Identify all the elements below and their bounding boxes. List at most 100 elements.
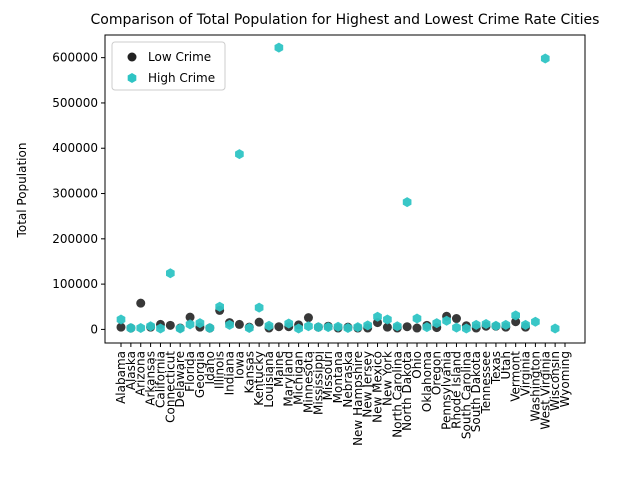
- data-point: [136, 323, 146, 334]
- data-point: [165, 320, 175, 330]
- y-axis: 0 100000 200000 300000 400000 500000 600000: [52, 51, 105, 336]
- x-tick-label: Iowa: [232, 351, 246, 379]
- x-tick-label: Virginia: [519, 351, 533, 396]
- data-point: [353, 322, 363, 333]
- x-axis: AlabamaAlaskaArizonaArkansasCaliforniaCo…: [114, 343, 572, 446]
- data-point: [471, 319, 481, 330]
- data-point: [481, 318, 491, 329]
- x-tick-label: New York: [380, 351, 394, 406]
- data-point: [294, 323, 303, 334]
- data-point: [314, 322, 323, 333]
- x-tick-label: New Mexico: [371, 351, 385, 423]
- x-tick-label: Vermont: [509, 351, 523, 402]
- data-point: [225, 319, 234, 330]
- data-point: [235, 149, 244, 160]
- data-point: [373, 311, 382, 322]
- x-tick-label: Delaware: [173, 351, 187, 408]
- y-tick-label: 100000: [52, 277, 98, 291]
- data-point: [392, 321, 402, 332]
- x-tick-label: Arizona: [134, 351, 148, 396]
- data-point: [521, 319, 530, 330]
- x-tick-label: Ohio: [410, 351, 424, 379]
- data-point: [491, 320, 501, 331]
- data-point: [166, 268, 175, 279]
- x-tick-label: California: [153, 351, 167, 408]
- data-point: [451, 314, 461, 324]
- data-point: [304, 321, 313, 332]
- data-point: [333, 321, 343, 332]
- data-point: [195, 318, 205, 329]
- x-tick-label: Florida: [183, 351, 197, 392]
- data-point: [175, 323, 185, 334]
- legend-marker: [127, 73, 137, 83]
- data-point: [550, 323, 560, 334]
- x-tick-label: Oklahoma: [420, 351, 434, 412]
- data-point: [254, 302, 264, 313]
- data-point: [284, 318, 294, 329]
- x-tick-label: Montana: [331, 351, 345, 403]
- legend-label: High Crime: [148, 71, 215, 85]
- x-tick-label: Tennessee: [479, 351, 493, 415]
- x-tick-label: Mississippi: [311, 351, 325, 415]
- data-point: [540, 53, 550, 64]
- data-point: [264, 320, 274, 331]
- x-tick-label: Idaho: [203, 351, 217, 384]
- series-high-crime: [116, 42, 560, 334]
- data-point: [234, 319, 244, 329]
- data-point: [531, 316, 540, 327]
- data-point: [511, 317, 521, 327]
- data-point: [215, 301, 224, 312]
- legend: Low Crime High Crime: [111, 41, 226, 91]
- legend-box: [111, 41, 226, 91]
- y-tick-label: 0: [90, 322, 98, 336]
- data-point: [422, 322, 432, 333]
- data-point: [462, 323, 471, 334]
- x-tick-label: South Dakota: [469, 351, 483, 432]
- x-tick-label: Pennsylvania: [440, 351, 454, 430]
- x-tick-label: North Carolina: [390, 351, 404, 438]
- data-point: [501, 319, 511, 330]
- data-point: [412, 323, 422, 333]
- x-tick-label: Arkansas: [144, 351, 158, 406]
- x-tick-label: Missouri: [321, 351, 335, 400]
- x-tick-label: Oregon: [430, 351, 444, 395]
- data-point: [254, 317, 264, 327]
- x-tick-label: Maryland: [282, 351, 296, 407]
- x-tick-label: West Virginia: [538, 351, 552, 430]
- y-tick-label: 300000: [52, 187, 98, 201]
- x-tick-label: New Hampshire: [351, 351, 365, 446]
- data-point: [274, 322, 284, 332]
- data-point: [412, 313, 422, 324]
- legend-marker: [127, 52, 137, 62]
- data-point: [185, 312, 195, 322]
- data-point: [363, 320, 372, 331]
- data-points: [116, 42, 560, 334]
- x-tick-label: South Carolina: [459, 351, 473, 439]
- x-tick-label: Nebraska: [341, 351, 355, 408]
- x-tick-label: North Dakota: [400, 351, 414, 431]
- y-tick-label: 500000: [52, 96, 98, 110]
- data-point: [303, 313, 313, 323]
- data-point: [274, 42, 284, 53]
- x-tick-label: Kentucky: [252, 351, 266, 406]
- x-tick-label: Washington: [528, 351, 542, 422]
- y-tick-label: 400000: [52, 141, 98, 155]
- x-tick-label: Georgia: [193, 351, 207, 398]
- data-point: [511, 310, 520, 321]
- data-point: [116, 322, 126, 332]
- x-tick-label: Louisiana: [262, 351, 276, 408]
- x-tick-label: New Jersey: [361, 351, 375, 418]
- data-point: [383, 314, 392, 325]
- data-point: [146, 321, 155, 332]
- x-tick-label: Maine: [272, 351, 286, 387]
- data-point: [116, 314, 126, 325]
- chart-title: Comparison of Total Population for Highe…: [91, 12, 600, 28]
- data-point: [136, 298, 146, 308]
- data-point: [442, 315, 451, 326]
- data-point: [432, 318, 442, 329]
- data-point: [156, 323, 165, 334]
- y-axis-label: Total Population: [15, 143, 29, 239]
- data-point: [323, 322, 333, 333]
